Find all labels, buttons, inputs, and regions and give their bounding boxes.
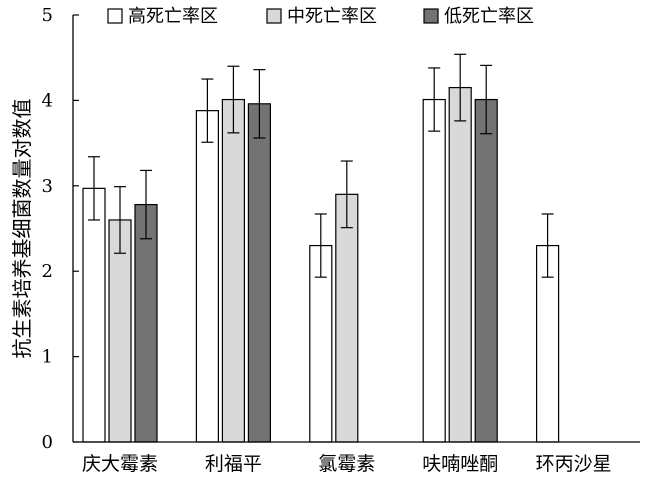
x-tick-label: 环丙沙星 xyxy=(536,453,612,475)
error-bars xyxy=(88,53,554,278)
x-tick-label: 庆大霉素 xyxy=(82,453,158,475)
y-tick-label: 0 xyxy=(42,432,53,453)
bar xyxy=(82,187,106,443)
bar xyxy=(134,203,158,443)
legend-label: 高死亡率区 xyxy=(128,6,218,27)
y-axis-title: 抗生素培养基细菌数量对数值 xyxy=(10,99,34,359)
y-tick-label: 3 xyxy=(42,176,53,197)
y-tick-label: 5 xyxy=(42,5,53,26)
bar xyxy=(474,98,498,443)
bar xyxy=(422,98,446,443)
legend-label: 中死亡率区 xyxy=(287,6,377,27)
x-tick-label: 利福平 xyxy=(205,453,262,475)
bar xyxy=(247,103,271,443)
legend-label: 低死亡率区 xyxy=(444,6,534,27)
x-tick-label: 氯霉素 xyxy=(318,453,375,475)
bar xyxy=(221,98,245,443)
bar xyxy=(335,193,359,443)
y-tick-label: 1 xyxy=(42,347,53,368)
legend: 高死亡率区 中死亡率区 低死亡率区 xyxy=(107,6,534,27)
legend-swatch xyxy=(107,8,123,24)
x-tick-labels: 庆大霉素 利福平 氯霉素 呋喃唑酮 环丙沙星 xyxy=(82,453,612,475)
y-tick-label: 2 xyxy=(42,261,53,282)
bar xyxy=(195,110,219,443)
bars xyxy=(82,86,560,443)
x-tick-label: 呋喃唑酮 xyxy=(422,453,498,475)
legend-swatch xyxy=(266,8,282,24)
bar xyxy=(448,86,472,443)
legend-swatch xyxy=(423,8,439,24)
y-tick-label: 4 xyxy=(42,90,53,111)
y-ticks: 0 1 2 3 4 5 xyxy=(42,5,79,453)
